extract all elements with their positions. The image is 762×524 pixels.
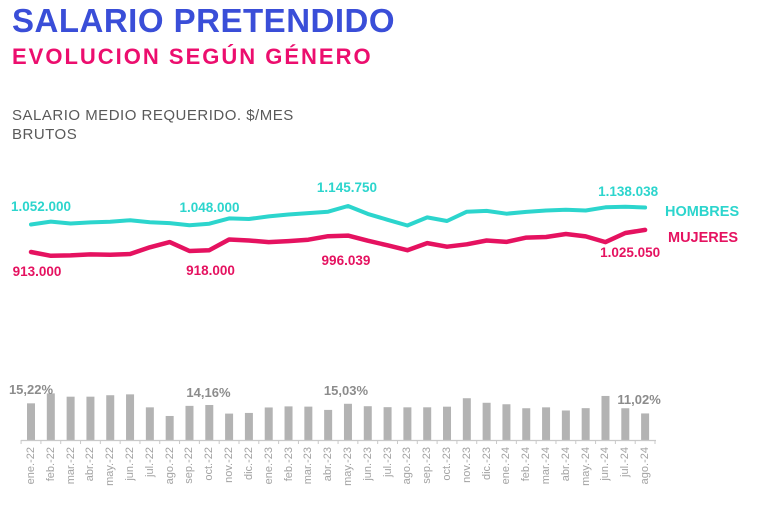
month-label: abr.-23 [322, 447, 335, 482]
month-label: jul.-22 [143, 447, 156, 477]
month-label: jun.-24 [599, 447, 612, 481]
month-label: may.-24 [579, 447, 592, 486]
gap-bar [482, 402, 491, 440]
gap-bar [304, 406, 313, 440]
month-label: oct.-22 [203, 447, 216, 481]
gap-bar [185, 405, 194, 440]
gap-bar [443, 406, 452, 440]
mujeres-line [28, 227, 648, 259]
hombres-line [29, 204, 648, 228]
month-label: jul.-23 [381, 447, 394, 477]
month-label: nov.-23 [460, 447, 473, 483]
month-label: oct.-23 [441, 447, 453, 481]
gap-bar [462, 398, 471, 440]
value-callout: 1.048.000 [179, 200, 240, 216]
gap-bar [403, 407, 412, 440]
month-label: mar.-22 [64, 447, 77, 485]
page-subtitle: EVOLUCION SEGÚN GÉNERO [12, 44, 373, 69]
chart-note-line2: BRUTOS [12, 126, 78, 143]
value-callout: 1.052.000 [10, 198, 72, 214]
gap-bar [66, 396, 75, 440]
value-callout: 1.025.050 [600, 244, 661, 260]
month-label: jun.-22 [124, 447, 137, 481]
gap-bar [542, 407, 551, 440]
value-callout: 918.000 [186, 263, 235, 278]
month-label: jun.-23 [361, 447, 374, 481]
gap-bar [641, 413, 650, 440]
value-callout: 913.000 [12, 264, 62, 279]
gap-bar [284, 406, 293, 440]
value-callout: 996.039 [321, 252, 371, 268]
gap-bar [165, 415, 174, 440]
month-label: ago.-24 [639, 447, 652, 485]
gap-bar [225, 413, 234, 440]
percent-callout: 14,16% [186, 384, 231, 400]
value-callout: 1.138.038 [598, 183, 659, 199]
gap-bar [502, 404, 511, 440]
month-label: ene.-22 [25, 447, 37, 485]
month-label: sep.-22 [183, 447, 196, 484]
month-label: abr.-22 [84, 447, 97, 482]
gap-bar [106, 395, 115, 440]
month-label: dic.-23 [480, 447, 493, 481]
gap-bar [27, 403, 35, 440]
percent-callout: 15,22% [8, 382, 54, 398]
month-label: feb.-23 [282, 447, 295, 482]
month-label: mar.-24 [540, 447, 553, 485]
value-callout: 1.145.750 [316, 180, 377, 195]
gap-bar [363, 406, 372, 440]
gap-bar [264, 407, 273, 440]
month-label: ago.-22 [163, 447, 176, 485]
month-label: feb.-24 [520, 447, 533, 482]
gap-bar [601, 395, 610, 440]
month-label: mar.-23 [302, 447, 315, 485]
month-label: nov.-22 [223, 447, 236, 483]
gap-bar [145, 407, 154, 440]
gap-bar [621, 408, 630, 440]
gap-bar [343, 403, 352, 440]
gap-bar [581, 408, 590, 440]
legend-hombres: HOMBRES [665, 204, 740, 220]
gap-bar [561, 410, 570, 440]
gap-bar [244, 412, 253, 440]
month-label: ene.-23 [262, 447, 275, 485]
gap-bar [423, 407, 432, 440]
gap-bar [205, 404, 214, 440]
percent-callout: 15,03% [323, 382, 368, 398]
percent-callout: 11,02% [617, 392, 661, 408]
gap-bar [126, 394, 135, 440]
month-label: ene.-24 [500, 447, 513, 485]
month-label: feb.-22 [44, 447, 57, 482]
chart-note: SALARIO MEDIO REQUERIDO. $/MES BRUTOS [12, 106, 294, 144]
month-label: may.-23 [341, 447, 354, 486]
month-label: may.-22 [104, 447, 117, 486]
gap-bar [324, 409, 333, 440]
legend-mujeres: MUJERES [668, 230, 739, 246]
month-label: abr.-24 [559, 447, 572, 482]
month-label: jul.-24 [619, 447, 632, 477]
page-title: SALARIO PRETENDIDO [12, 2, 396, 39]
chart-note-line1: SALARIO MEDIO REQUERIDO. $/MES [12, 107, 294, 124]
gap-bar [86, 396, 95, 440]
gap-bar [383, 407, 392, 440]
month-label: ago.-23 [401, 447, 414, 485]
gap-bar [46, 393, 55, 440]
gap-bar [522, 408, 531, 440]
month-label: dic.-22 [242, 447, 255, 481]
month-label: sep.-23 [421, 447, 434, 484]
